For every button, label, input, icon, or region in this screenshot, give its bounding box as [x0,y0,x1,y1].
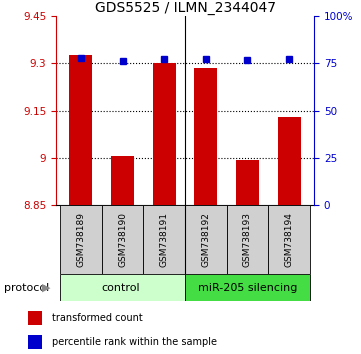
Text: control: control [101,282,140,293]
FancyBboxPatch shape [185,274,310,301]
Bar [28,312,42,325]
Text: GSM738194: GSM738194 [284,212,293,267]
Text: ▶: ▶ [42,282,50,293]
Bar [153,63,176,205]
Bar [28,335,42,349]
FancyBboxPatch shape [227,205,268,274]
Text: percentile rank within the sample: percentile rank within the sample [52,337,217,347]
Bar [278,117,301,205]
Text: GSM738191: GSM738191 [160,212,169,267]
FancyBboxPatch shape [60,205,102,274]
FancyBboxPatch shape [185,205,227,274]
Text: GSM738193: GSM738193 [243,212,252,267]
FancyBboxPatch shape [268,205,310,274]
Text: GSM738190: GSM738190 [118,212,127,267]
FancyBboxPatch shape [102,205,143,274]
Text: miR-205 silencing: miR-205 silencing [198,282,297,293]
FancyBboxPatch shape [60,274,185,301]
Text: GSM738189: GSM738189 [77,212,86,267]
Text: GSM738192: GSM738192 [201,212,210,267]
Text: transformed count: transformed count [52,313,142,323]
Title: GDS5525 / ILMN_2344047: GDS5525 / ILMN_2344047 [95,1,275,15]
Bar [194,68,217,205]
Text: protocol: protocol [4,282,49,293]
Bar [111,156,134,205]
FancyBboxPatch shape [143,205,185,274]
Bar [236,160,259,205]
Bar [69,55,92,205]
